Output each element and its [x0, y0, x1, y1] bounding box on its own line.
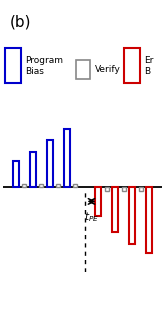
Text: Er
B: Er B [144, 56, 154, 76]
Bar [124, 48, 140, 83]
Bar [73, 184, 77, 187]
Bar [13, 161, 19, 187]
Bar [56, 184, 60, 187]
Bar [146, 187, 152, 253]
Bar [47, 140, 53, 187]
Bar [105, 187, 109, 191]
Text: (b): (b) [10, 15, 31, 30]
Bar [30, 152, 36, 187]
Bar [76, 60, 90, 79]
Bar [95, 187, 101, 216]
Bar [112, 187, 118, 232]
Bar [39, 184, 43, 187]
Text: $t_{PE}$: $t_{PE}$ [84, 210, 99, 224]
Bar [129, 187, 135, 244]
Text: Program
Bias: Program Bias [25, 56, 64, 76]
Bar [22, 184, 26, 187]
Bar [122, 187, 126, 191]
Bar [139, 187, 143, 191]
Bar [64, 129, 70, 187]
Bar [5, 48, 21, 83]
Text: Verify: Verify [95, 65, 121, 74]
